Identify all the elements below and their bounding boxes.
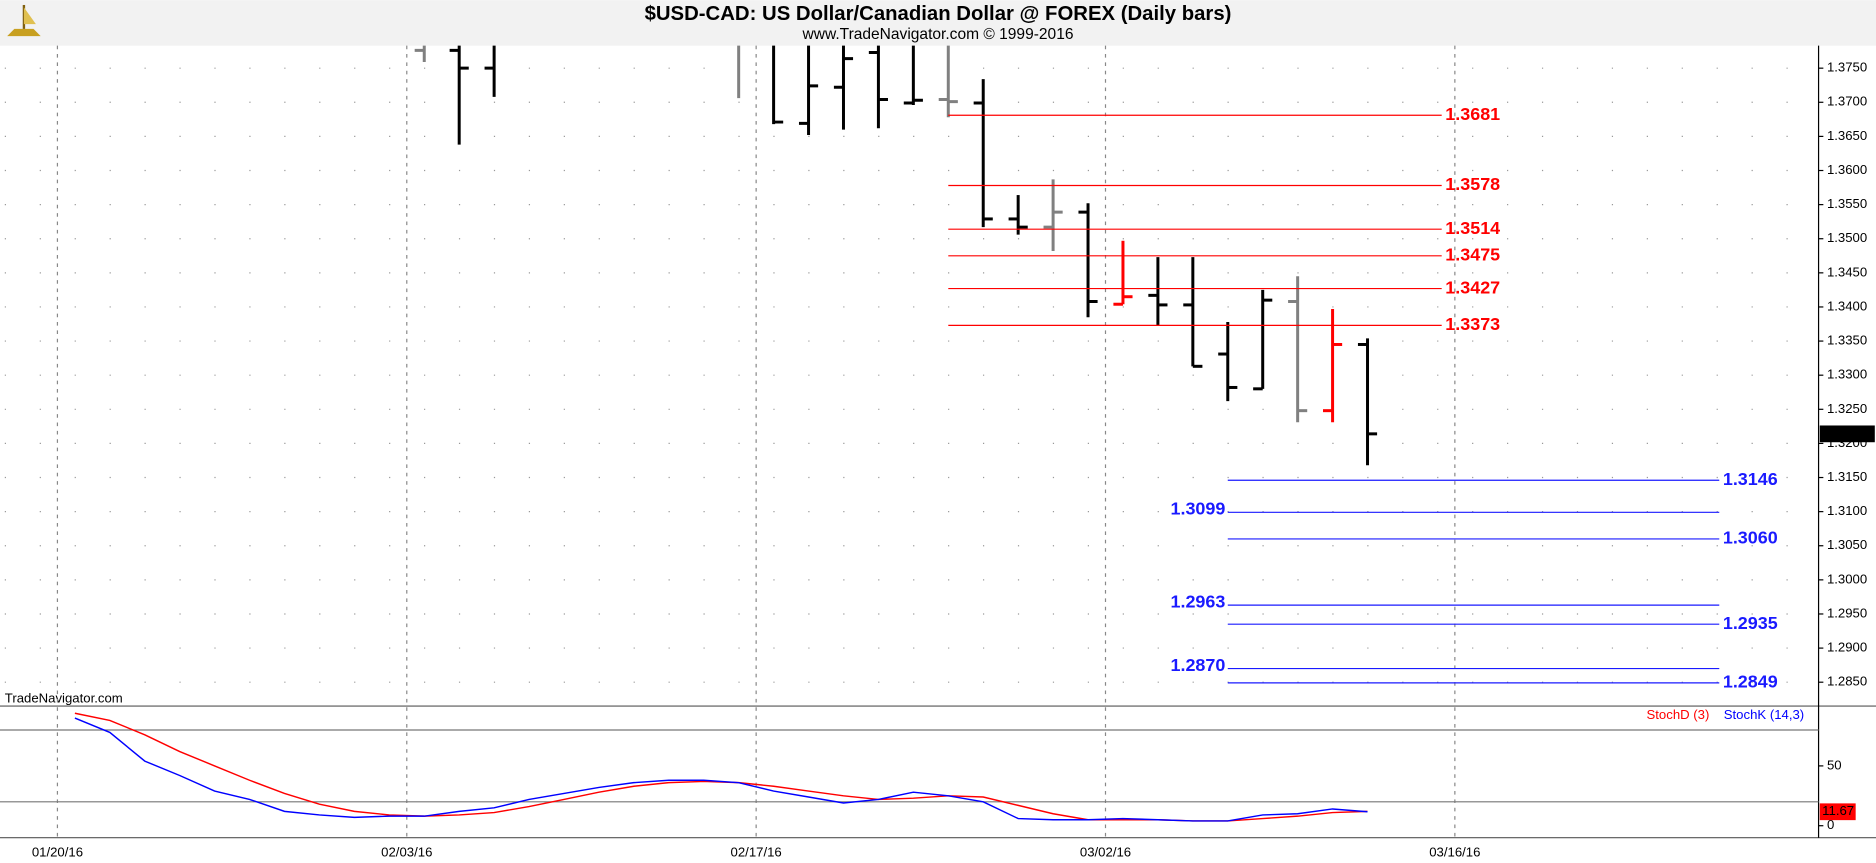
stoch-line xyxy=(74,717,1368,822)
x-tick-label: 02/17/16 xyxy=(731,845,782,860)
x-tick-label: 03/02/16 xyxy=(1080,845,1131,860)
y-tick-label: 1.3350 xyxy=(1827,333,1867,348)
level-label: 1.3099 xyxy=(1171,499,1226,519)
y-tick-label: 1.3700 xyxy=(1827,94,1867,109)
level-label: 1.3146 xyxy=(1723,469,1778,489)
y-tick-label: 1.3300 xyxy=(1827,367,1867,382)
y-tick-label: 1.3650 xyxy=(1827,128,1867,143)
y-tick-label: 1.3500 xyxy=(1827,230,1867,245)
y-tick-label: 1.3250 xyxy=(1827,401,1867,416)
y-tick-label: 1.3550 xyxy=(1827,196,1867,211)
x-tick-label: 02/03/16 xyxy=(381,845,432,860)
last-price-box xyxy=(1819,425,1875,443)
y-tick-label: 50 xyxy=(1827,757,1842,772)
level-label: 1.3373 xyxy=(1445,314,1500,334)
level-label: 1.3514 xyxy=(1445,218,1500,238)
price-panel xyxy=(0,45,1819,683)
x-tick-label: 01/20/16 xyxy=(32,845,83,860)
legend-entry: StochD (3) xyxy=(1647,707,1710,722)
level-label: 1.3578 xyxy=(1445,174,1500,194)
y-tick-label: 1.3000 xyxy=(1827,571,1867,586)
y-tick-label: 1.3100 xyxy=(1827,503,1867,518)
level-label: 1.3427 xyxy=(1445,277,1500,297)
y-tick-label: 1.2950 xyxy=(1827,605,1867,620)
chart-subtitle: www.TradeNavigator.com © 1999-2016 xyxy=(802,26,1074,43)
y-tick-label: 1.3750 xyxy=(1827,60,1867,75)
y-tick-label: 1.2850 xyxy=(1827,674,1867,689)
last-value-box xyxy=(1819,803,1856,821)
header-background xyxy=(0,0,1876,46)
watermark: TradeNavigator.com xyxy=(5,690,123,705)
level-label: 1.2870 xyxy=(1171,655,1226,675)
y-tick-label: 1.3400 xyxy=(1827,298,1867,313)
last-value-label: 11.67 xyxy=(1822,803,1854,818)
level-label: 1.2849 xyxy=(1723,672,1778,692)
y-tick-label: 1.2900 xyxy=(1827,640,1867,655)
last-price-label: 1.3214 xyxy=(1823,425,1863,440)
level-label: 1.2963 xyxy=(1171,591,1226,611)
level-label: 1.3681 xyxy=(1445,104,1500,124)
x-tick-label: 03/16/16 xyxy=(1429,845,1480,860)
y-tick-label: 1.3050 xyxy=(1827,537,1867,552)
level-label: 1.3475 xyxy=(1445,245,1500,265)
y-tick-label: 0 xyxy=(1827,817,1834,832)
chart-title: $USD-CAD: US Dollar/Canadian Dollar @ FO… xyxy=(645,3,1232,25)
legend-entry: StochK (14,3) xyxy=(1724,707,1804,722)
y-tick-label: 1.3600 xyxy=(1827,162,1867,177)
level-label: 1.2935 xyxy=(1723,613,1778,633)
logo xyxy=(7,4,41,37)
y-tick-label: 1.3450 xyxy=(1827,264,1867,279)
level-label: 1.3060 xyxy=(1723,528,1778,548)
y-tick-label: 1.3150 xyxy=(1827,469,1867,484)
